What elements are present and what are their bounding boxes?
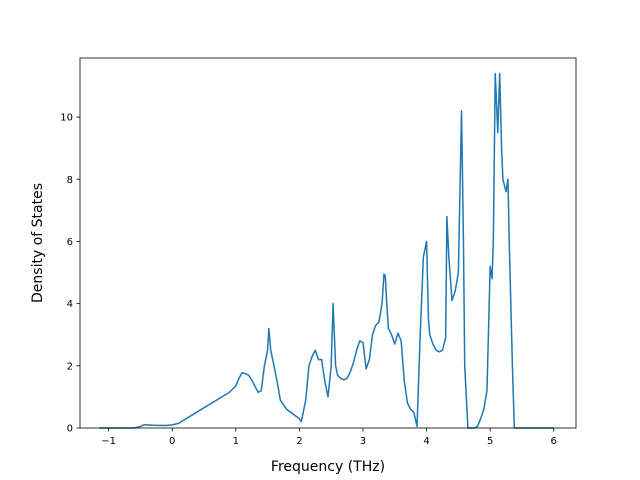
y-tick-label: 0 [67,424,73,435]
x-ticks: −1 0 1 2 3 4 5 6 [101,428,557,447]
x-tick-label: −1 [101,436,116,447]
x-tick-label: 4 [423,436,429,447]
series-line-0 [99,72,554,429]
x-tick-label: 3 [360,436,366,447]
x-axis-label: Frequency (THz) [271,459,385,475]
axes-frame [79,57,577,429]
y-tick-label: 2 [67,361,73,372]
x-tick-label: 2 [296,436,302,447]
y-tick-label: 6 [67,237,73,248]
y-ticks: 0 2 4 6 8 10 [60,113,80,435]
y-tick-label: 8 [67,175,73,186]
y-axis-label: Density of States [30,183,46,303]
x-tick-label: 5 [487,436,493,447]
y-tick-label: 10 [60,113,73,124]
x-tick-label: 1 [233,436,239,447]
plot-area [99,72,554,429]
x-tick-label: 6 [551,436,557,447]
y-tick-label: 4 [67,299,73,310]
x-tick-label: 0 [169,436,175,447]
